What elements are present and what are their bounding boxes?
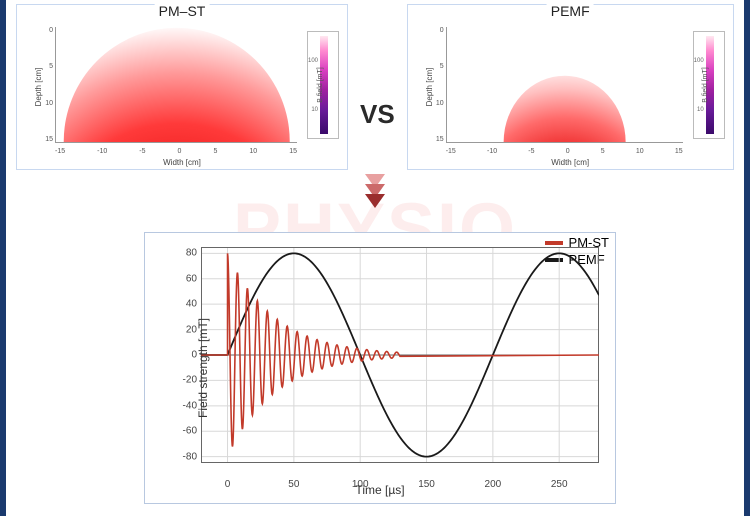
pemf-ylabel: Depth [cm]	[425, 68, 434, 107]
wave-panel: PM-ST PEMF -80-60-40-20020406080 0501001…	[144, 232, 616, 504]
canvas: PHYSIO magneto PM–ST 051015 -15-10-50510…	[6, 0, 744, 516]
colorbar-label: B field [mT]	[317, 67, 324, 102]
panel-pemf: PEMF 051015 -15-10-5051015 Depth [cm] Wi…	[407, 4, 734, 170]
panel-pmst-title: PM–ST	[155, 3, 210, 19]
colorbar-label: B field [mT]	[702, 67, 709, 102]
pmst-colorbar: 10010 B field [mT]	[307, 31, 339, 139]
pemf-xticks: -15-10-5051015	[446, 148, 683, 155]
wave-xlabel: Time [µs]	[355, 483, 404, 497]
pemf-colorbar: 10010 B field [mT]	[693, 31, 725, 139]
wave-plot	[201, 247, 599, 463]
pmst-heatmap	[55, 27, 297, 143]
wave-yticks: -80-60-40-20020406080	[173, 247, 197, 463]
pmst-field-dome	[63, 28, 290, 143]
top-row: PM–ST 051015 -15-10-5051015 Depth [cm] W…	[16, 4, 734, 174]
pemf-heatmap	[446, 27, 683, 143]
legend-swatch-pmst	[545, 241, 563, 245]
pmst-ylabel: Depth [cm]	[34, 68, 43, 107]
panel-pmst: PM–ST 051015 -15-10-5051015 Depth [cm] W…	[16, 4, 348, 170]
down-arrows	[365, 178, 385, 208]
vs-label: VS	[360, 99, 395, 130]
wave-ylabel: Field strength [mT]	[196, 318, 210, 418]
pemf-xlabel: Width [cm]	[551, 158, 589, 167]
panel-pemf-title: PEMF	[547, 3, 594, 19]
pmst-xticks: -15-10-5051015	[55, 148, 297, 155]
pemf-field-dome	[503, 75, 626, 143]
pmst-xlabel: Width [cm]	[163, 158, 201, 167]
wave-svg	[201, 247, 599, 463]
colorbar-ticks: 10010	[306, 36, 318, 134]
